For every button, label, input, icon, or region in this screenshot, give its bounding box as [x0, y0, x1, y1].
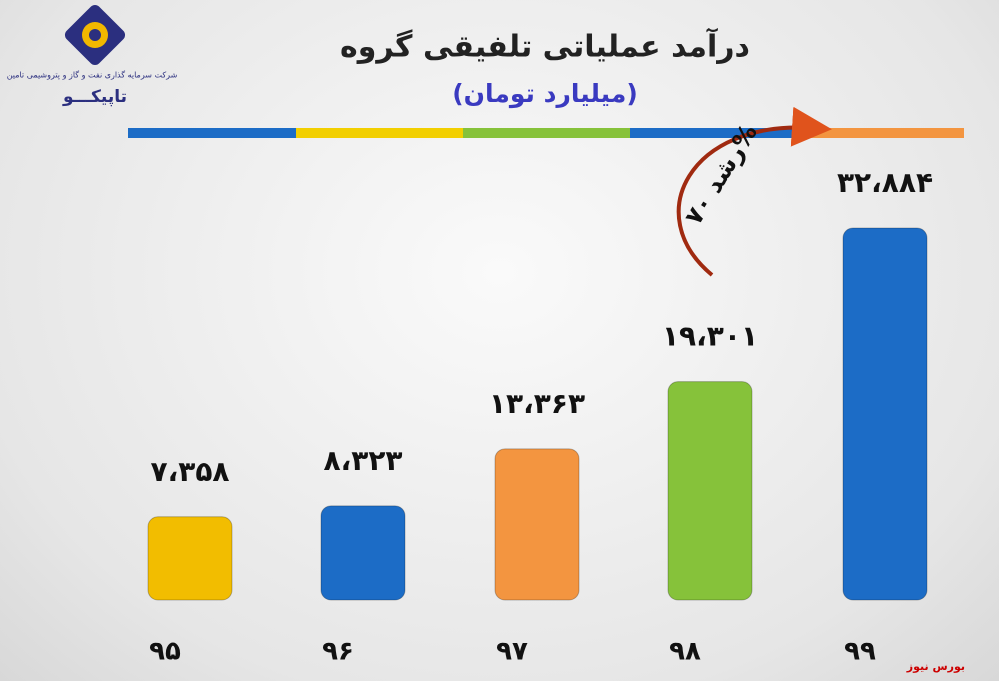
x-tick-label: ۹۷: [496, 637, 528, 667]
logo-dot: [89, 29, 101, 41]
value-label: ۷،۳۵۸: [151, 455, 230, 488]
value-label: ۱۳،۳۶۳: [489, 387, 585, 420]
strip-segment: [296, 128, 463, 138]
growth-arrow: [676, 106, 832, 277]
logo-company: شرکت سرمایه گذاری نفت و گاز و پتروشیمی ت…: [7, 70, 178, 80]
x-tick-label: ۹۹: [844, 637, 876, 667]
value-label: ۸،۳۲۳: [324, 444, 403, 477]
watermark: بورس نیوز: [906, 660, 965, 673]
color-strip: [128, 128, 964, 138]
bar: [320, 505, 406, 601]
x-tick-label: ۹۵: [149, 637, 181, 667]
value-label: ۳۲،۸۸۴: [837, 166, 933, 199]
bar: [147, 516, 233, 601]
bar: [842, 227, 928, 601]
bar: [667, 381, 753, 601]
logo: شرکت سرمایه گذاری نفت و گاز و پتروشیمی ت…: [7, 4, 178, 107]
x-tick-label: ۹۶: [322, 637, 354, 667]
bars: ۷،۳۵۸ ۹۵ ۸،۳۲۳ ۹۶ ۱۳،۳۶۳ ۹۷ ۱۹،۳۰۱ ۹۸ ۳۲،۸۸۴ ۹۹: [147, 166, 933, 667]
logo-name: تاپیکـــو: [62, 87, 127, 107]
strip-segment: [463, 128, 630, 138]
strip-segment: [128, 128, 296, 138]
bar: [494, 448, 580, 601]
value-label: ۱۹،۳۰۱: [662, 320, 758, 353]
strip-segment: [630, 128, 797, 138]
strip-segment: [797, 128, 964, 138]
chart-title: درآمد عملیاتی تلفیقی گروه: [340, 28, 750, 65]
x-tick-label: ۹۸: [669, 637, 701, 667]
chart-subtitle: (میلیارد تومان): [452, 79, 638, 109]
